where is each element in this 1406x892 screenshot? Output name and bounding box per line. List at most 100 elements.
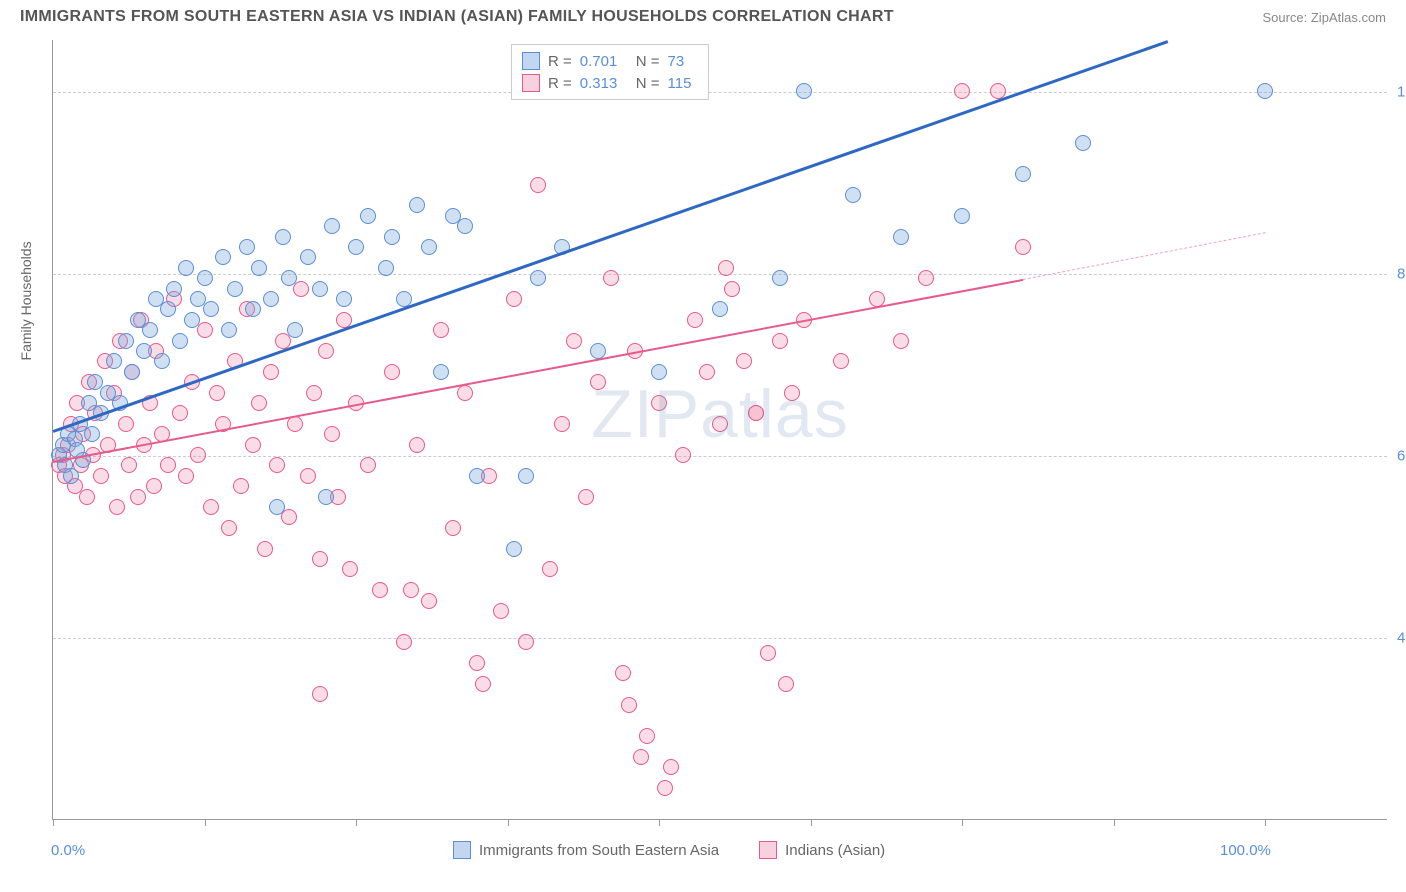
scatter-point-sea [118, 333, 134, 349]
gridline-horizontal [53, 638, 1387, 639]
scatter-point-indian [306, 385, 322, 401]
gridline-horizontal [53, 456, 1387, 457]
trend-line-dash-indian [1022, 232, 1265, 280]
scatter-point-indian [342, 561, 358, 577]
scatter-point-indian [621, 697, 637, 713]
scatter-point-sea [300, 249, 316, 265]
scatter-point-indian [372, 582, 388, 598]
scatter-point-sea [251, 260, 267, 276]
scatter-point-indian [578, 489, 594, 505]
scatter-point-sea [106, 353, 122, 369]
scatter-point-sea [1015, 166, 1031, 182]
scatter-point-sea [312, 281, 328, 297]
legend-stats: R =0.701N =73R =0.313N =115 [511, 44, 709, 100]
gridline-horizontal [53, 92, 1387, 93]
x-tick [205, 819, 206, 826]
legend-series-label: Indians (Asian) [785, 842, 885, 859]
scatter-point-sea [845, 187, 861, 203]
scatter-point-indian [233, 478, 249, 494]
y-tick-label: 47.5% [1397, 630, 1406, 647]
x-tick [508, 819, 509, 826]
scatter-point-indian [918, 270, 934, 286]
scatter-point-indian [251, 395, 267, 411]
x-tick [659, 819, 660, 826]
scatter-point-indian [293, 281, 309, 297]
scatter-point-indian [760, 645, 776, 661]
scatter-point-indian [663, 759, 679, 775]
scatter-point-indian [257, 541, 273, 557]
scatter-point-indian [566, 333, 582, 349]
scatter-point-sea [172, 333, 188, 349]
scatter-point-indian [409, 437, 425, 453]
scatter-point-indian [633, 749, 649, 765]
scatter-point-indian [651, 395, 667, 411]
scatter-point-sea [178, 260, 194, 276]
scatter-point-sea [318, 489, 334, 505]
scatter-point-indian [79, 489, 95, 505]
scatter-point-indian [469, 655, 485, 671]
scatter-point-indian [712, 416, 728, 432]
x-tick [1265, 819, 1266, 826]
scatter-point-sea [154, 353, 170, 369]
scatter-point-indian [130, 489, 146, 505]
scatter-point-sea [651, 364, 667, 380]
scatter-point-sea [348, 239, 364, 255]
y-tick-label: 65.0% [1397, 448, 1406, 465]
legend-swatch [522, 74, 540, 92]
scatter-point-indian [209, 385, 225, 401]
scatter-point-sea [712, 301, 728, 317]
scatter-point-indian [396, 634, 412, 650]
scatter-point-indian [300, 468, 316, 484]
scatter-point-indian [675, 447, 691, 463]
scatter-point-indian [784, 385, 800, 401]
scatter-point-indian [433, 322, 449, 338]
scatter-point-indian [403, 582, 419, 598]
scatter-point-indian [457, 385, 473, 401]
legend-r-value: 0.701 [580, 53, 628, 70]
scatter-point-indian [699, 364, 715, 380]
scatter-point-indian [893, 333, 909, 349]
scatter-point-indian [221, 520, 237, 536]
scatter-point-indian [554, 416, 570, 432]
scatter-point-indian [160, 457, 176, 473]
legend-series-label: Immigrants from South Eastern Asia [479, 842, 719, 859]
watermark: ZIPatlas [591, 375, 848, 453]
scatter-point-sea [215, 249, 231, 265]
legend-series: Immigrants from South Eastern Asia Indian… [453, 841, 885, 859]
scatter-point-sea [530, 270, 546, 286]
scatter-point-sea [421, 239, 437, 255]
y-tick-label: 100.0% [1397, 84, 1406, 101]
scatter-point-sea [1257, 83, 1273, 99]
scatter-point-indian [146, 478, 162, 494]
scatter-point-sea [136, 343, 152, 359]
x-tick [962, 819, 963, 826]
scatter-point-sea [1075, 135, 1091, 151]
scatter-point-indian [772, 333, 788, 349]
chart-header: IMMIGRANTS FROM SOUTH EASTERN ASIA VS IN… [0, 0, 1406, 30]
scatter-point-sea [124, 364, 140, 380]
scatter-point-sea [227, 281, 243, 297]
scatter-point-indian [203, 499, 219, 515]
scatter-point-indian [603, 270, 619, 286]
legend-stats-row: R =0.701N =73 [522, 50, 698, 72]
scatter-point-indian [718, 260, 734, 276]
scatter-point-indian [530, 177, 546, 193]
scatter-point-indian [421, 593, 437, 609]
scatter-point-sea [263, 291, 279, 307]
scatter-point-indian [318, 343, 334, 359]
legend-n-value: 115 [668, 75, 698, 92]
scatter-point-indian [121, 457, 137, 473]
scatter-point-indian [118, 416, 134, 432]
scatter-point-sea [287, 322, 303, 338]
scatter-point-sea [84, 426, 100, 442]
scatter-point-sea [184, 312, 200, 328]
scatter-point-indian [197, 322, 213, 338]
scatter-point-indian [954, 83, 970, 99]
scatter-point-indian [360, 457, 376, 473]
scatter-point-indian [263, 364, 279, 380]
scatter-point-sea [378, 260, 394, 276]
legend-series-item: Indians (Asian) [759, 841, 885, 859]
scatter-point-sea [893, 229, 909, 245]
scatter-point-indian [833, 353, 849, 369]
scatter-point-indian [736, 353, 752, 369]
